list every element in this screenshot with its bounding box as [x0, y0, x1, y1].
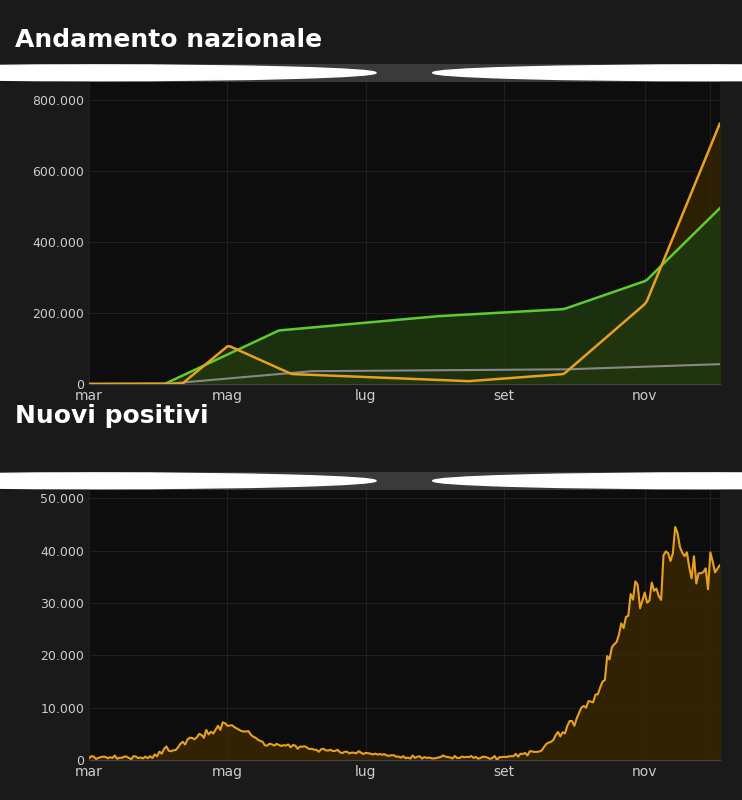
Text: Nuovi positivi: Nuovi positivi — [15, 404, 209, 428]
Circle shape — [0, 473, 376, 489]
Circle shape — [433, 65, 742, 81]
Text: ||: || — [708, 475, 715, 486]
Text: ||: || — [93, 67, 101, 78]
Text: ||: || — [708, 67, 715, 78]
Text: ||: || — [93, 475, 101, 486]
Circle shape — [433, 473, 742, 489]
Text: Andamento nazionale: Andamento nazionale — [15, 28, 322, 52]
Circle shape — [0, 65, 376, 81]
